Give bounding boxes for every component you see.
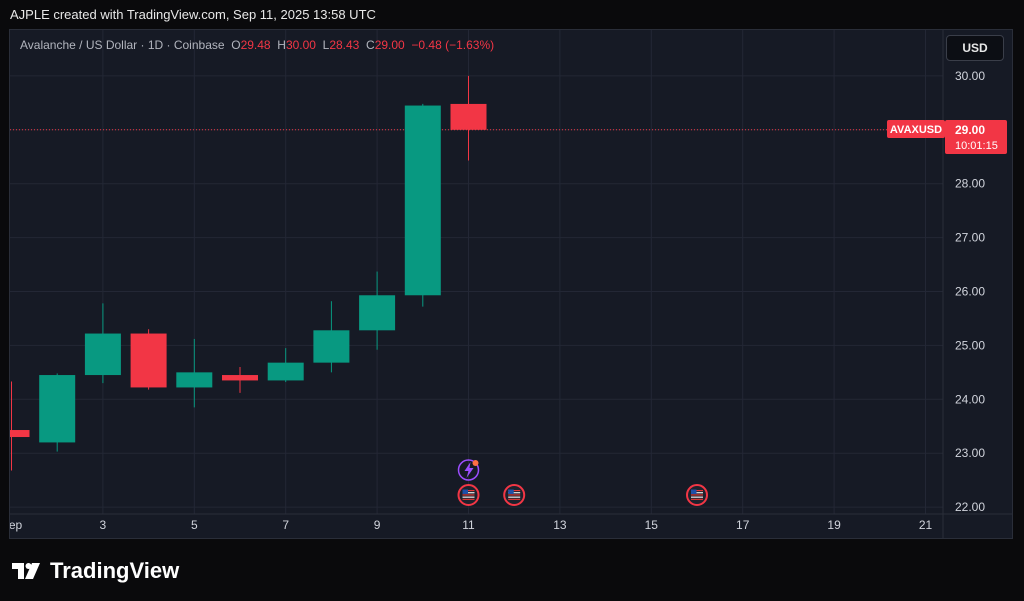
y-tick-label: 22.00 — [955, 500, 985, 514]
event-markers — [457, 459, 708, 506]
y-tick-label: 28.00 — [955, 177, 985, 191]
candle — [450, 75, 487, 161]
x-tick-label: 17 — [736, 518, 750, 532]
candles — [10, 75, 487, 471]
x-tick-label: 11 — [462, 518, 475, 532]
symbol-tag-bg — [887, 120, 945, 138]
candle-body — [404, 105, 441, 296]
tradingview-brand: TradingView — [12, 558, 179, 584]
candle-body — [359, 295, 396, 331]
close-value: 29.00 — [374, 38, 405, 52]
tradingview-logo-icon — [12, 563, 40, 579]
time-axis: 3 5 7 9 11 13 15 17 19 21 Sep — [10, 513, 1012, 532]
symbol-legend: Avalanche / US Dollar · 1D · Coinbase O2… — [20, 38, 494, 52]
flag-stripe — [691, 496, 703, 498]
flag-stripe — [508, 492, 521, 494]
candle — [359, 271, 396, 350]
chart-caption: AJPLE created with TradingView.com, Sep … — [10, 7, 376, 22]
low-label: L — [322, 38, 330, 52]
flag-stripe — [691, 492, 703, 494]
candle-body — [222, 375, 258, 381]
flag-stripe — [691, 490, 703, 492]
x-tick-label: 13 — [553, 518, 567, 532]
chart-panel[interactable]: 22.00 23.00 24.00 25.00 26.00 27.00 28.00 30.00… — [9, 29, 1013, 539]
symbol-tag: AVAXUSD — [890, 124, 942, 136]
y-tick-label: 25.00 — [955, 338, 985, 352]
us-flag-icon — [686, 484, 708, 506]
flag-stripe — [462, 494, 475, 496]
y-tick-label: 27.00 — [955, 231, 985, 245]
y-tick-label: 24.00 — [955, 392, 985, 406]
flag-stripe — [462, 498, 475, 500]
price-tag-bg — [945, 120, 1007, 154]
candle — [84, 303, 121, 384]
symbol-title: Avalanche / US Dollar · 1D · Coinbase — [20, 38, 225, 52]
open-value: 29.48 — [240, 38, 271, 52]
x-tick-label-month: Sep — [10, 518, 22, 532]
x-tick-label: 21 — [919, 518, 933, 532]
flag-canton — [691, 489, 697, 494]
flag-stripe — [508, 496, 521, 498]
price-tag: AVAXUSD 29.00 10:01:15 — [887, 120, 1007, 154]
brand-name: TradingView — [50, 558, 180, 583]
flag-stripe — [691, 498, 703, 500]
candle-body — [39, 375, 76, 443]
open-label: O — [231, 38, 241, 52]
event-dot — [472, 460, 479, 466]
flag-stripe — [462, 496, 475, 498]
close-label: C — [366, 38, 375, 52]
candle-body — [267, 362, 304, 381]
candle-body — [313, 330, 350, 363]
x-tick-label: 9 — [374, 518, 381, 532]
y-tick-label: 26.00 — [955, 285, 985, 299]
candle — [267, 348, 304, 383]
candle — [222, 366, 258, 393]
candle-body — [130, 333, 167, 388]
price-axis: 22.00 23.00 24.00 25.00 26.00 27.00 28.00 30.00 — [942, 30, 985, 538]
high-value: 30.00 — [285, 38, 316, 52]
flag-stripe — [508, 498, 521, 500]
y-tick-label: 23.00 — [955, 446, 985, 460]
candlestick-chart[interactable]: 22.00 23.00 24.00 25.00 26.00 27.00 28.00 30.00… — [10, 30, 1012, 538]
candle-body — [84, 333, 121, 376]
low-value: 28.43 — [329, 38, 360, 52]
grid-lines — [10, 30, 943, 514]
flag-canton — [508, 489, 514, 494]
candle — [39, 373, 76, 452]
change-value: −0.48 (−1.63%) — [411, 38, 495, 52]
lightning-event-icon — [457, 459, 480, 481]
candle — [10, 381, 30, 471]
x-tick-label: 5 — [191, 518, 198, 532]
x-tick-label: 15 — [645, 518, 659, 532]
currency-button[interactable]: USD — [946, 35, 1004, 61]
candle-body — [450, 103, 487, 130]
flag-stripe — [462, 492, 475, 494]
lightning-bolt — [464, 462, 474, 478]
price-tag-countdown: 10:01:15 — [955, 140, 998, 152]
candle — [313, 301, 350, 373]
flag-canton — [462, 489, 468, 494]
candle — [130, 329, 167, 390]
us-flag-icon — [457, 484, 480, 506]
y-tick-label: 30.00 — [955, 69, 985, 83]
flag-stripe — [508, 494, 521, 496]
us-flag-icon — [503, 484, 526, 506]
candle — [404, 103, 441, 307]
flag-stripe — [462, 490, 475, 492]
candle-body — [10, 430, 30, 438]
x-tick-label: 19 — [827, 518, 841, 532]
flag-stripe — [691, 494, 703, 496]
candle-body — [176, 372, 213, 388]
high-label: H — [277, 38, 286, 52]
flag-stripe — [508, 490, 521, 492]
event-ring — [457, 459, 480, 481]
price-tag-value: 29.00 — [955, 123, 985, 137]
x-tick-label: 3 — [100, 518, 107, 532]
candle — [176, 338, 213, 408]
x-tick-label: 7 — [282, 518, 289, 532]
